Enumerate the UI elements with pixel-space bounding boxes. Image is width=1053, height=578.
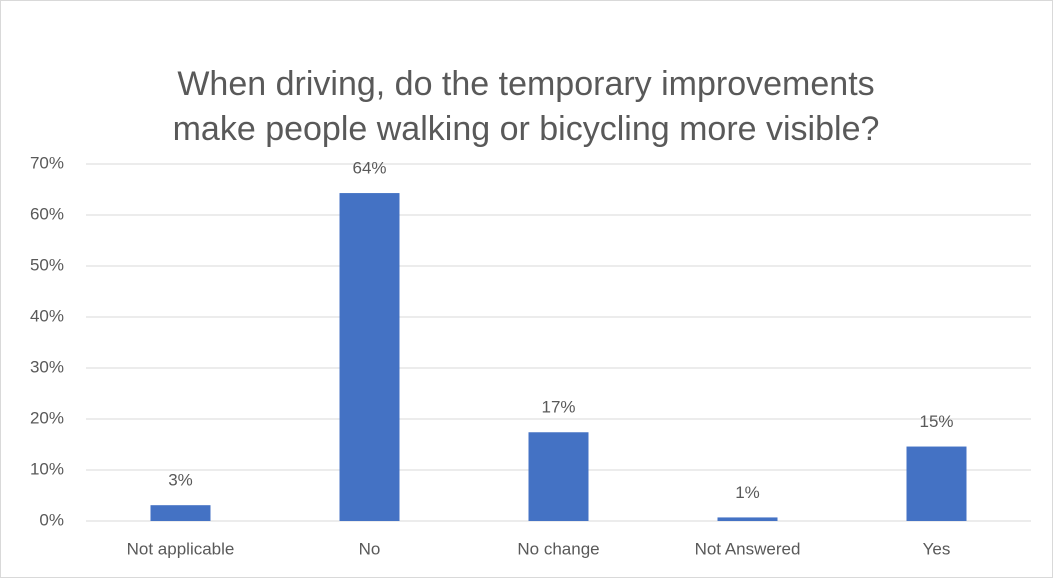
data-label: 17% xyxy=(541,398,575,417)
y-tick-label: 20% xyxy=(30,408,64,427)
bar xyxy=(150,505,211,521)
bar xyxy=(528,432,589,521)
data-label: 3% xyxy=(168,471,193,490)
y-tick-label: 40% xyxy=(30,306,64,325)
x-tick-label: Yes xyxy=(923,539,951,558)
x-tick-label: No change xyxy=(517,539,599,558)
y-tick-label: 50% xyxy=(30,255,64,274)
bar xyxy=(906,446,967,521)
x-tick-label: No xyxy=(359,539,381,558)
y-tick-label: 70% xyxy=(30,153,64,172)
y-tick-label: 0% xyxy=(39,510,64,529)
data-label: 15% xyxy=(919,412,953,431)
bar xyxy=(339,193,400,521)
chart-title: When driving, do the temporary improveme… xyxy=(172,65,880,148)
y-tick-label: 10% xyxy=(30,459,64,478)
data-label: 1% xyxy=(735,483,760,502)
data-label: 64% xyxy=(352,159,386,178)
y-tick-label: 30% xyxy=(30,357,64,376)
x-tick-label: Not applicable xyxy=(127,539,235,558)
bar xyxy=(717,517,778,521)
x-tick-label: Not Answered xyxy=(695,539,801,558)
y-tick-label: 60% xyxy=(30,204,64,223)
